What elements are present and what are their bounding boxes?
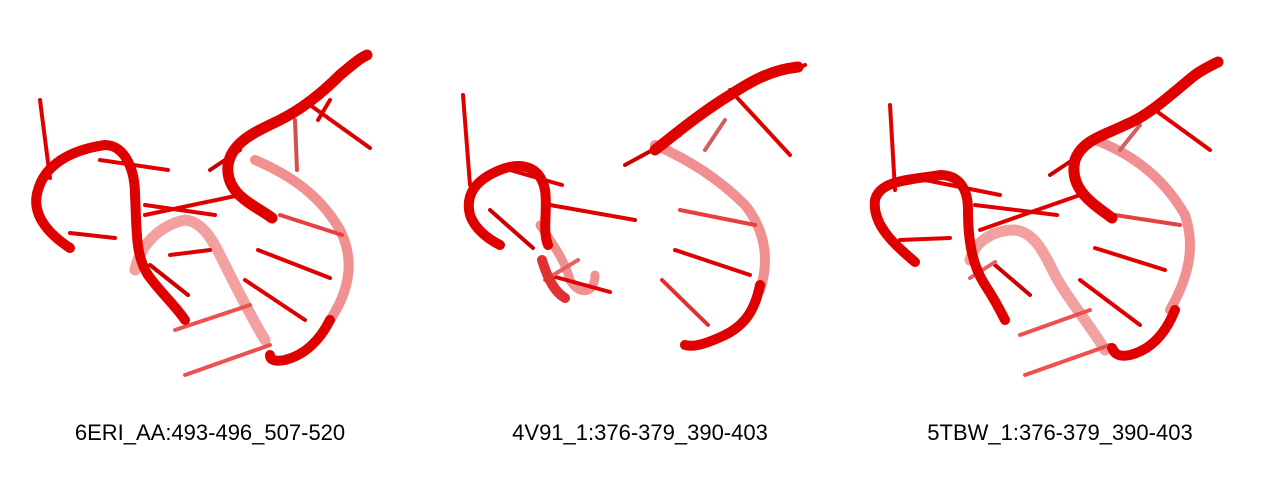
rna-structure-image-1: [31, 49, 373, 377]
structure-panel-2: 4V91_1:376-379_390-403: [430, 0, 850, 480]
structure-label-2: 4V91_1:376-379_390-403: [512, 420, 768, 445]
structure-panel-1: 6ERI_AA:493-496_507-520: [0, 0, 420, 480]
rna-structure-image-2: [461, 61, 807, 351]
structure-panel-3: 5TBW_1:376-379_390-403: [850, 0, 1270, 480]
structure-label-3: 5TBW_1:376-379_390-403: [927, 420, 1193, 445]
base-sticks-1: [38, 98, 372, 377]
structure-label-1: 6ERI_AA:493-496_507-520: [74, 420, 346, 445]
rna-structure-image-3: [869, 56, 1224, 377]
base-sticks-2: [461, 63, 807, 327]
